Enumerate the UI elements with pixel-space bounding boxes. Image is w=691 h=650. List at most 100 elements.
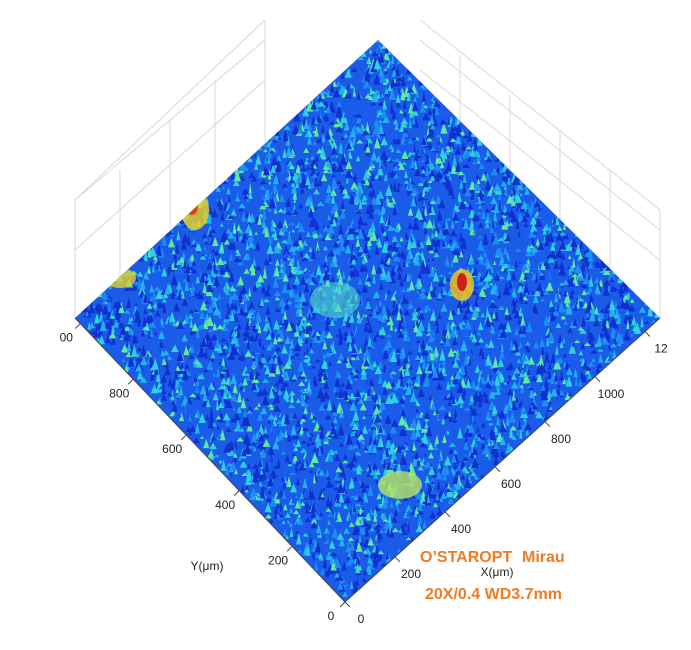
surface-spike (166, 317, 171, 328)
surface-spike (327, 222, 335, 234)
surface-spike (352, 547, 358, 560)
surface-spike (328, 164, 333, 174)
surface-spike (416, 402, 421, 407)
surface-spike (413, 451, 420, 460)
surface-spike (285, 535, 289, 539)
surface-spike (498, 164, 504, 174)
surface-spike (380, 107, 388, 119)
surface-spike (532, 391, 537, 396)
surface-spike (495, 247, 503, 256)
surface-spike (598, 353, 604, 363)
surface-spike (199, 323, 205, 330)
surface-spike (492, 210, 498, 222)
surface-spike (295, 175, 303, 183)
surface-spike (610, 342, 617, 348)
surface-spike (325, 104, 332, 113)
surface-spike (293, 331, 301, 337)
surface-spike (259, 185, 266, 190)
surface-spike (576, 297, 585, 302)
surface-spike (476, 436, 482, 441)
surface-spike (325, 469, 330, 478)
surface-spike (282, 477, 286, 489)
surface-spike (563, 320, 568, 325)
surface-spike (280, 398, 289, 405)
surface-spike (273, 204, 278, 214)
surface-spike (312, 163, 318, 169)
surface-spike (506, 332, 511, 342)
surface-spike (215, 183, 221, 193)
surface-spike (372, 360, 378, 368)
surface-spike (557, 301, 565, 313)
surface-spike (188, 278, 193, 288)
surface-spike (400, 425, 407, 430)
surface-spike (518, 400, 524, 408)
surface-spike (244, 211, 250, 218)
surface-spike (513, 349, 520, 353)
surface-spike (326, 434, 334, 438)
surface-spike (281, 520, 286, 525)
surface-spike (537, 419, 543, 426)
surface-spike (631, 315, 637, 326)
surface-spike (188, 400, 193, 405)
surface-spike (412, 385, 419, 390)
surface-spike (533, 341, 540, 349)
surface-spike (402, 201, 407, 209)
surface-spike (337, 233, 345, 244)
surface-spike (389, 460, 395, 469)
surface-spike (374, 89, 380, 94)
surface-spike (203, 438, 210, 449)
surface-spike (359, 263, 365, 272)
surface-spike (337, 580, 344, 590)
surface-spike (484, 381, 492, 389)
surface-spike (445, 381, 451, 390)
surface-spike (421, 367, 426, 373)
surface-spike (311, 374, 318, 387)
surface-spike (376, 529, 383, 540)
surface-spike (499, 192, 507, 205)
surface-spike (314, 560, 318, 572)
surface-spike (381, 241, 389, 253)
surface-spike (341, 100, 348, 109)
surface-spike (412, 117, 420, 128)
surface-spike (462, 149, 471, 160)
surface-spike (295, 477, 300, 486)
surface-spike (315, 434, 322, 447)
surface-spike (538, 305, 544, 309)
surface-spike (567, 277, 575, 287)
surface-spike (140, 344, 147, 356)
surface-spike (292, 239, 301, 247)
surface-spike (384, 413, 392, 424)
surface-spike (448, 448, 455, 454)
surface-spike (155, 400, 163, 405)
surface-spike (390, 266, 396, 277)
surface-spike (553, 260, 559, 269)
surface-spike (348, 477, 356, 489)
surface-spike (207, 382, 216, 391)
surface-spike (510, 381, 519, 389)
surface-spike (509, 426, 513, 439)
surface-spike (223, 305, 229, 311)
surface-spike (178, 385, 184, 396)
surface-spike (555, 322, 562, 328)
surface-spike (331, 178, 339, 189)
surface-spike (401, 329, 410, 334)
surface-spike (129, 316, 134, 321)
surface-spike (272, 174, 280, 185)
surface-spike (289, 192, 295, 199)
surface-spike (437, 199, 446, 209)
surface-spike (472, 376, 479, 382)
surface-spike (193, 308, 199, 312)
surface-spike (497, 289, 501, 299)
surface-spike (287, 462, 293, 467)
surface-spike (476, 430, 481, 435)
surface-spike (360, 366, 367, 376)
surface-spike (278, 428, 284, 441)
surface-spike (113, 318, 120, 328)
surface-spike (333, 245, 342, 255)
surface-spike (315, 365, 319, 369)
surface-spike (292, 189, 298, 200)
surface-spike (602, 337, 606, 342)
surface-spike (280, 443, 288, 452)
surface-spike (360, 516, 365, 526)
surface-spike (187, 313, 194, 319)
